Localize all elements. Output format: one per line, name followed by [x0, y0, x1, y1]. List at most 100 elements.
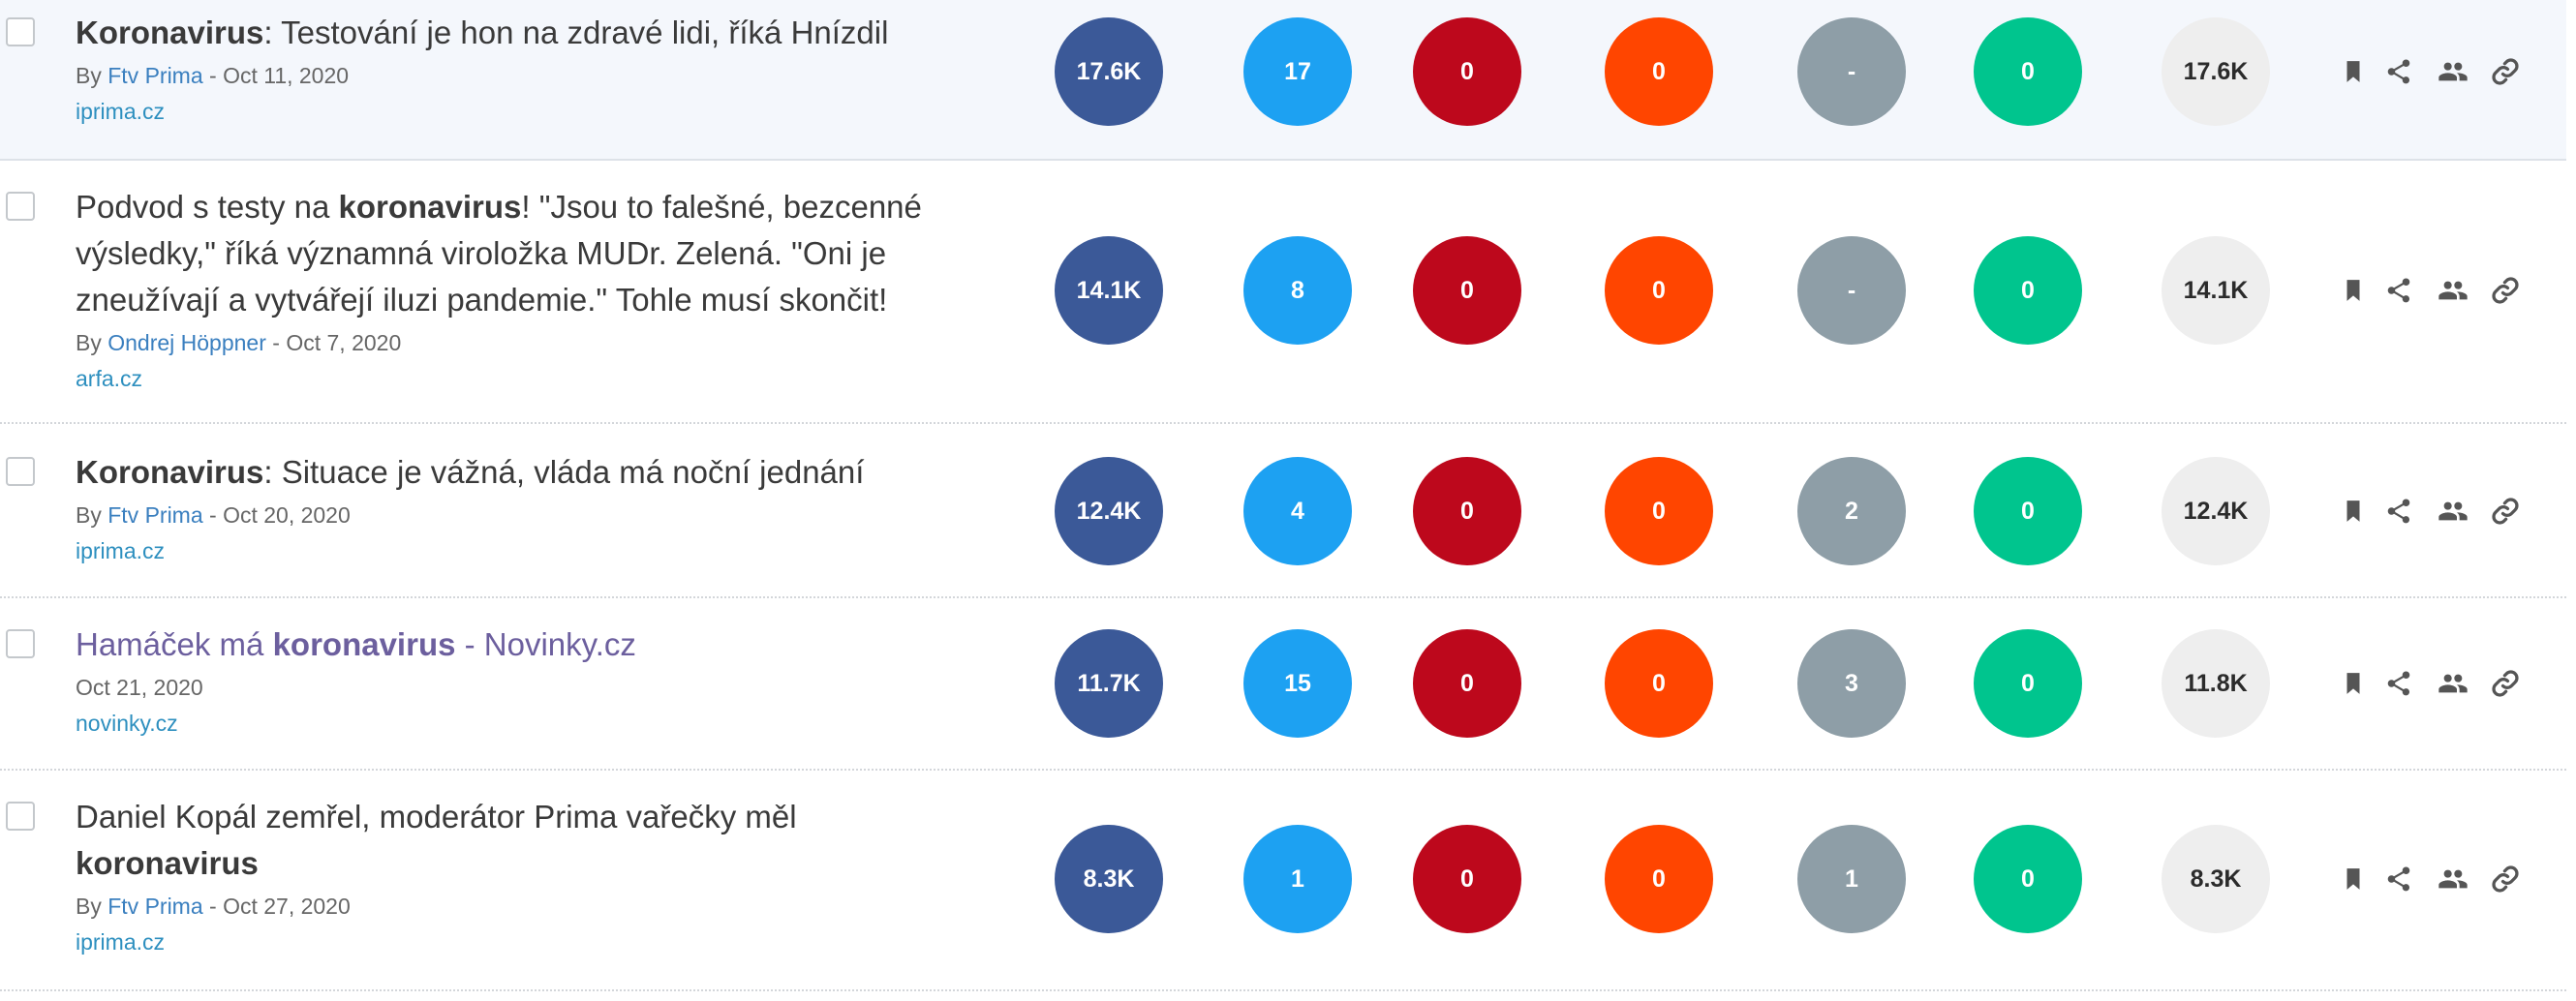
select-row-checkbox[interactable]: [6, 802, 35, 831]
link-icon[interactable]: [2486, 860, 2525, 898]
article-title-link[interactable]: Daniel Kopál zemřel, moderátor Prima vař…: [76, 794, 966, 887]
users-icon[interactable]: [2434, 860, 2472, 898]
title-text: Hamáček má: [76, 626, 273, 662]
title-text: Daniel Kopál zemřel, moderátor Prima vař…: [76, 799, 797, 834]
result-row: Daniel Kopál zemřel, moderátor Prima vař…: [0, 771, 2566, 991]
share-icon[interactable]: [2379, 52, 2418, 91]
facebook-engagement-circle[interactable]: 17.6K: [1055, 17, 1163, 126]
total-engagement-circle[interactable]: 17.6K: [2162, 17, 2270, 126]
title-keyword-highlight: koronavirus: [76, 845, 259, 881]
twitter-engagement-circle[interactable]: 17: [1243, 17, 1352, 126]
title-text: : Testování je hon na zdravé lidi, říká …: [263, 15, 889, 50]
pinterest-engagement-circle[interactable]: 0: [1413, 825, 1521, 933]
number-of-links-engagement-circle[interactable]: 3: [1797, 629, 1906, 738]
evergreen-score-engagement-circle[interactable]: 0: [1974, 236, 2082, 345]
author-link[interactable]: Ftv Prima: [107, 63, 203, 88]
share-icon[interactable]: [2379, 860, 2418, 898]
publish-date: - Oct 27, 2020: [202, 894, 351, 919]
article-title-link[interactable]: Hamáček má koronavirus - Novinky.cz: [76, 622, 966, 668]
evergreen-score-engagement-circle[interactable]: 0: [1974, 17, 2082, 126]
reddit-engagement-circle[interactable]: 0: [1605, 236, 1713, 345]
byline-prefix: By: [76, 894, 108, 919]
total-engagement-circle[interactable]: 14.1K: [2162, 236, 2270, 345]
link-icon[interactable]: [2486, 52, 2525, 91]
article-byline: By Ftv Prima - Oct 11, 2020: [76, 58, 966, 93]
bookmark-icon[interactable]: [2334, 52, 2373, 91]
users-icon[interactable]: [2434, 492, 2472, 531]
reddit-engagement-circle[interactable]: 0: [1605, 629, 1713, 738]
total-engagement-circle[interactable]: 12.4K: [2162, 457, 2270, 565]
article-info: Podvod s testy na koronavirus! "Jsou to …: [76, 184, 966, 397]
twitter-engagement-circle[interactable]: 1: [1243, 825, 1352, 933]
number-of-links-engagement-circle[interactable]: 1: [1797, 825, 1906, 933]
number-of-links-engagement-circle[interactable]: 2: [1797, 457, 1906, 565]
pinterest-engagement-circle[interactable]: 0: [1413, 17, 1521, 126]
article-title-link[interactable]: Koronavirus: Testování je hon na zdravé …: [76, 10, 966, 56]
article-info: Daniel Kopál zemřel, moderátor Prima vař…: [76, 794, 966, 960]
facebook-engagement-circle[interactable]: 11.7K: [1055, 629, 1163, 738]
title-keyword-highlight: Koronavirus: [76, 15, 264, 50]
total-engagement-circle[interactable]: 11.8K: [2162, 629, 2270, 738]
publish-date: - Oct 11, 2020: [202, 63, 350, 88]
users-icon[interactable]: [2434, 271, 2472, 310]
select-row-checkbox[interactable]: [6, 17, 35, 46]
pinterest-engagement-circle[interactable]: 0: [1413, 457, 1521, 565]
select-row-checkbox[interactable]: [6, 457, 35, 486]
pinterest-engagement-circle[interactable]: 0: [1413, 236, 1521, 345]
total-engagement-circle[interactable]: 8.3K: [2162, 825, 2270, 933]
author-link[interactable]: Ondrej Höppner: [107, 330, 266, 355]
title-keyword-highlight: koronavirus: [272, 626, 456, 662]
select-row-checkbox[interactable]: [6, 192, 35, 221]
link-icon[interactable]: [2486, 271, 2525, 310]
article-byline: Oct 21, 2020: [76, 670, 966, 705]
pinterest-engagement-circle[interactable]: 0: [1413, 629, 1521, 738]
select-row-checkbox[interactable]: [6, 629, 35, 658]
reddit-engagement-circle[interactable]: 0: [1605, 457, 1713, 565]
result-row: Podvod s testy na koronavirus! "Jsou to …: [0, 161, 2566, 424]
domain-link[interactable]: novinky.cz: [76, 711, 178, 736]
evergreen-score-engagement-circle[interactable]: 0: [1974, 457, 2082, 565]
domain-link[interactable]: iprima.cz: [76, 538, 166, 563]
byline-prefix: By: [76, 502, 108, 528]
bookmark-icon[interactable]: [2334, 271, 2373, 310]
domain-link[interactable]: iprima.cz: [76, 929, 166, 955]
result-row: Koronavirus: Situace je vážná, vláda má …: [0, 424, 2566, 598]
share-icon[interactable]: [2379, 271, 2418, 310]
publish-date: - Oct 20, 2020: [202, 502, 351, 528]
number-of-links-engagement-circle[interactable]: -: [1797, 17, 1906, 126]
evergreen-score-engagement-circle[interactable]: 0: [1974, 825, 2082, 933]
number-of-links-engagement-circle[interactable]: -: [1797, 236, 1906, 345]
publish-date: - Oct 7, 2020: [265, 330, 402, 355]
title-text: - Novinky.cz: [455, 626, 636, 662]
result-row: Hamáček má koronavirus - Novinky.cz Oct 2…: [0, 598, 2566, 771]
twitter-engagement-circle[interactable]: 15: [1243, 629, 1352, 738]
article-info: Hamáček má koronavirus - Novinky.cz Oct 2…: [76, 622, 966, 742]
bookmark-icon[interactable]: [2334, 664, 2373, 703]
result-row: Koronavirus: Testování je hon na zdravé …: [0, 0, 2566, 161]
article-title-link[interactable]: Koronavirus: Situace je vážná, vláda má …: [76, 449, 966, 496]
evergreen-score-engagement-circle[interactable]: 0: [1974, 629, 2082, 738]
title-text: Podvod s testy na: [76, 189, 339, 225]
twitter-engagement-circle[interactable]: 8: [1243, 236, 1352, 345]
facebook-engagement-circle[interactable]: 8.3K: [1055, 825, 1163, 933]
share-icon[interactable]: [2379, 492, 2418, 531]
bookmark-icon[interactable]: [2334, 492, 2373, 531]
bookmark-icon[interactable]: [2334, 860, 2373, 898]
article-info: Koronavirus: Situace je vážná, vláda má …: [76, 449, 966, 569]
share-icon[interactable]: [2379, 664, 2418, 703]
author-link[interactable]: Ftv Prima: [107, 502, 203, 528]
article-title-link[interactable]: Podvod s testy na koronavirus! "Jsou to …: [76, 184, 966, 323]
facebook-engagement-circle[interactable]: 12.4K: [1055, 457, 1163, 565]
twitter-engagement-circle[interactable]: 4: [1243, 457, 1352, 565]
link-icon[interactable]: [2486, 664, 2525, 703]
reddit-engagement-circle[interactable]: 0: [1605, 17, 1713, 126]
article-byline: By Ftv Prima - Oct 20, 2020: [76, 498, 966, 532]
users-icon[interactable]: [2434, 664, 2472, 703]
link-icon[interactable]: [2486, 492, 2525, 531]
domain-link[interactable]: iprima.cz: [76, 99, 166, 124]
users-icon[interactable]: [2434, 52, 2472, 91]
reddit-engagement-circle[interactable]: 0: [1605, 825, 1713, 933]
domain-link[interactable]: arfa.cz: [76, 366, 143, 391]
author-link[interactable]: Ftv Prima: [107, 894, 203, 919]
facebook-engagement-circle[interactable]: 14.1K: [1055, 236, 1163, 345]
